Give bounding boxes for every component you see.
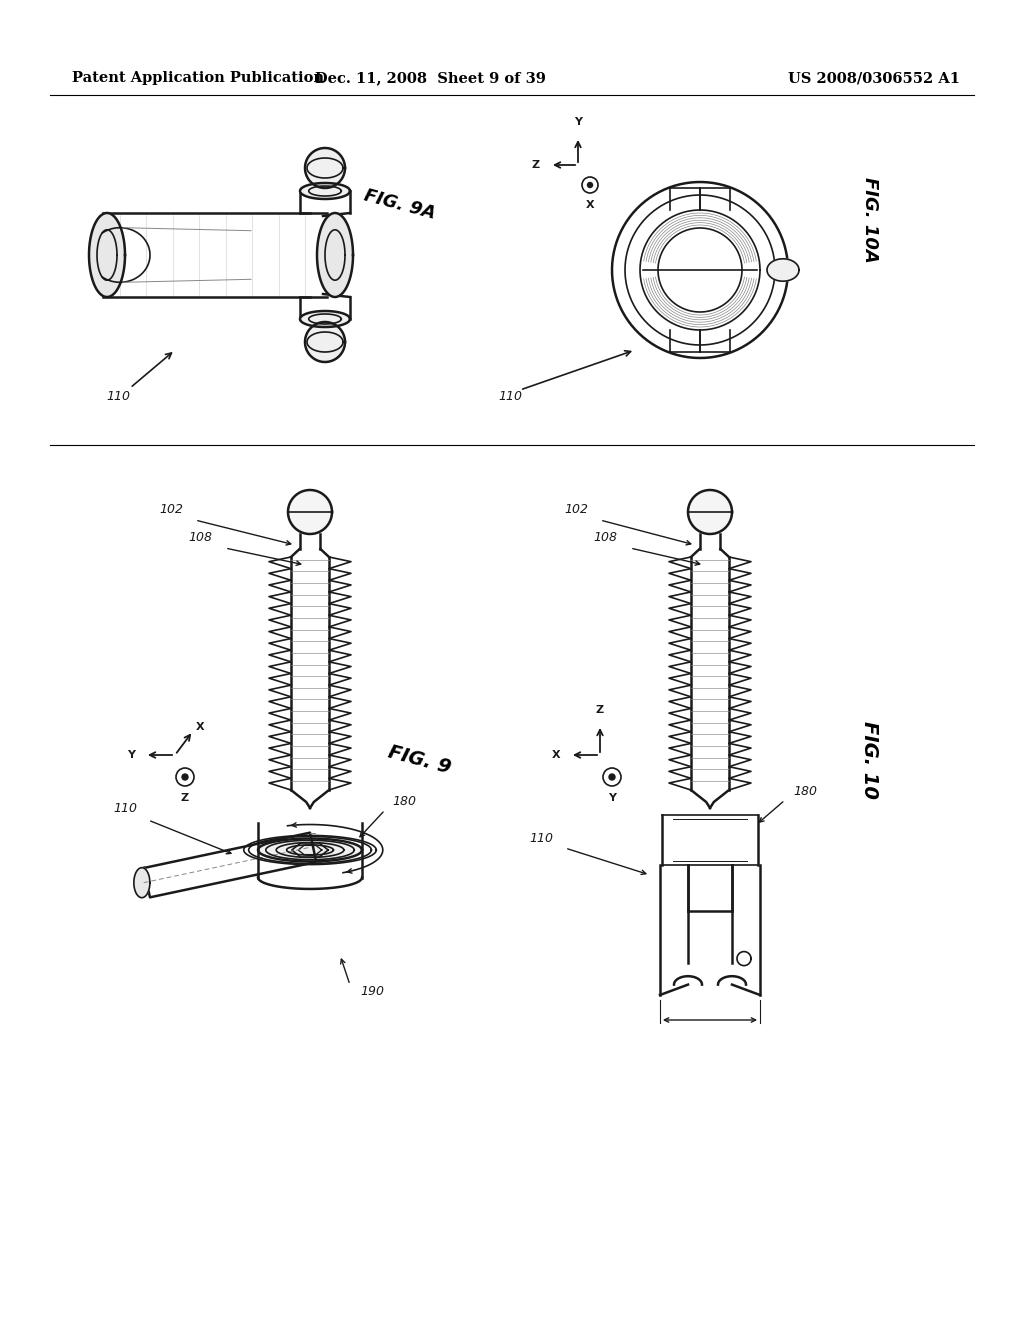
Text: 180: 180 bbox=[392, 795, 416, 808]
Text: 110: 110 bbox=[113, 803, 137, 814]
Circle shape bbox=[182, 774, 188, 780]
Circle shape bbox=[582, 177, 598, 193]
Polygon shape bbox=[258, 838, 362, 862]
Text: FIG. 10A: FIG. 10A bbox=[861, 177, 879, 263]
Circle shape bbox=[588, 182, 593, 187]
Text: 108: 108 bbox=[593, 531, 617, 544]
Text: 190: 190 bbox=[360, 985, 384, 998]
Polygon shape bbox=[288, 490, 332, 535]
Text: Dec. 11, 2008  Sheet 9 of 39: Dec. 11, 2008 Sheet 9 of 39 bbox=[314, 71, 546, 84]
Text: X: X bbox=[196, 722, 205, 731]
Text: Y: Y bbox=[574, 117, 582, 127]
Text: US 2008/0306552 A1: US 2008/0306552 A1 bbox=[788, 71, 961, 84]
Text: Z: Z bbox=[596, 705, 604, 715]
Text: X: X bbox=[551, 750, 560, 760]
Text: Patent Application Publication: Patent Application Publication bbox=[72, 71, 324, 84]
Text: Z: Z bbox=[181, 793, 189, 803]
Text: 108: 108 bbox=[188, 531, 212, 544]
Polygon shape bbox=[767, 259, 799, 281]
Text: Y: Y bbox=[608, 793, 616, 803]
Polygon shape bbox=[300, 312, 350, 327]
Polygon shape bbox=[89, 213, 125, 297]
Polygon shape bbox=[688, 490, 732, 535]
Text: FIG. 9: FIG. 9 bbox=[386, 742, 454, 777]
Polygon shape bbox=[134, 867, 150, 898]
Text: 180: 180 bbox=[793, 785, 817, 799]
Text: X: X bbox=[586, 201, 594, 210]
Text: 110: 110 bbox=[498, 389, 522, 403]
Polygon shape bbox=[305, 322, 345, 362]
Text: FIG. 10: FIG. 10 bbox=[860, 721, 880, 799]
Text: FIG. 9A: FIG. 9A bbox=[362, 187, 437, 223]
Text: 102: 102 bbox=[564, 503, 588, 516]
Text: Z: Z bbox=[531, 160, 540, 170]
Circle shape bbox=[603, 768, 621, 785]
Text: 110: 110 bbox=[106, 389, 130, 403]
Text: Y: Y bbox=[127, 750, 135, 760]
Polygon shape bbox=[305, 148, 345, 187]
Circle shape bbox=[176, 768, 194, 785]
Circle shape bbox=[609, 774, 615, 780]
Text: 110: 110 bbox=[529, 832, 553, 845]
Polygon shape bbox=[300, 183, 350, 199]
Text: 102: 102 bbox=[159, 503, 183, 516]
Polygon shape bbox=[317, 213, 353, 297]
